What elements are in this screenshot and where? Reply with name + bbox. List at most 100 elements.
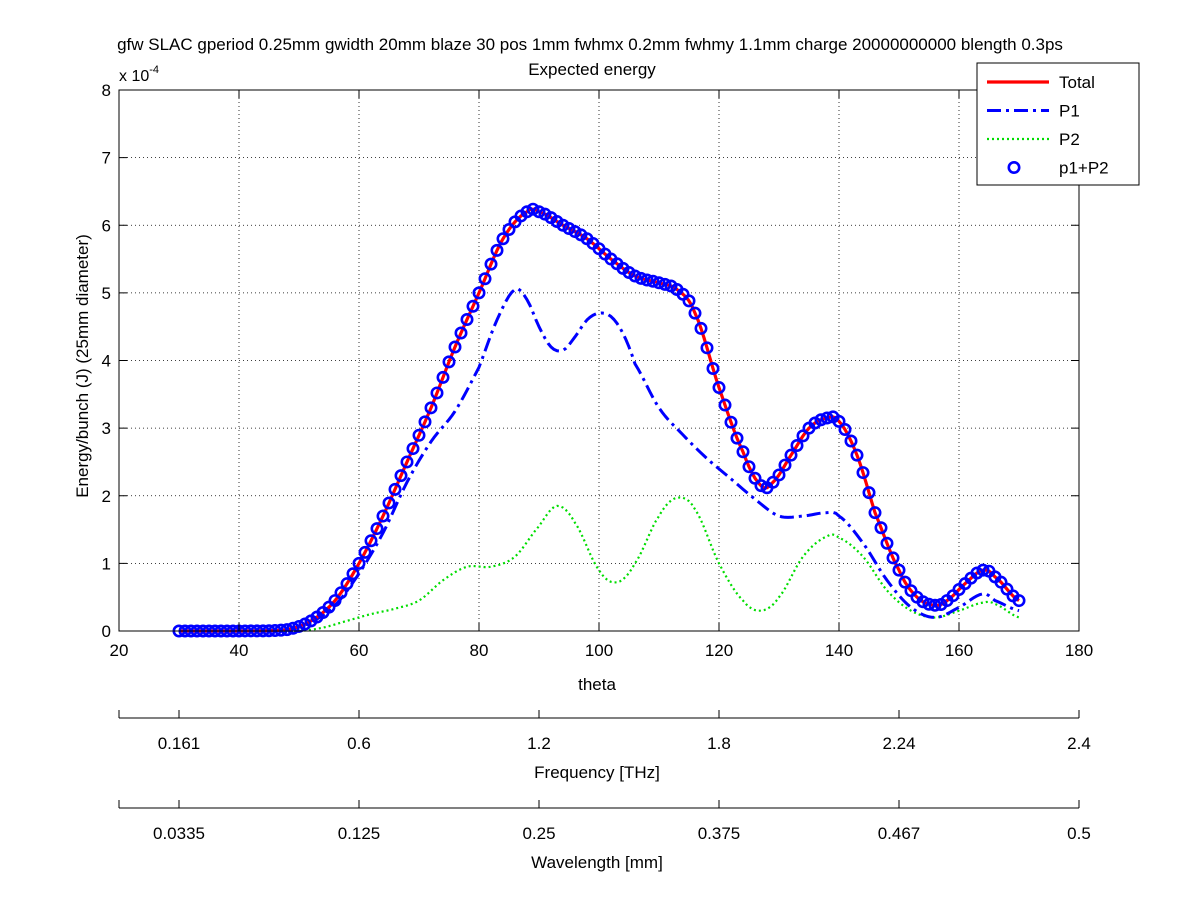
data-marker — [286, 621, 300, 635]
x-tick-label: 180 — [1065, 641, 1093, 660]
data-marker — [388, 482, 402, 496]
data-marker — [280, 623, 294, 637]
secondary-axis-2: 0.0335 0.125 0.25 0.375 0.467 0.5 Wavelength [… — [118, 800, 1091, 872]
data-marker — [778, 458, 792, 472]
series-line — [179, 496, 1020, 633]
data-marker — [1012, 594, 1026, 608]
data-marker — [376, 509, 390, 523]
data-marker — [754, 479, 768, 493]
data-marker — [634, 271, 648, 285]
data-marker — [472, 286, 486, 300]
data-marker — [382, 496, 396, 510]
data-marker — [700, 341, 714, 355]
data-marker — [682, 294, 696, 308]
y-tick-label: 0 — [102, 622, 111, 641]
y-exponent-label: x 10-4 — [119, 64, 159, 85]
x-tick-label: 160 — [945, 641, 973, 660]
data-marker — [688, 306, 702, 320]
data-marker — [880, 536, 894, 550]
series-p1 — [179, 287, 1020, 633]
data-marker — [790, 439, 804, 453]
data-marker — [274, 623, 288, 637]
secondary-axis-tick-label: 0.5 — [1067, 824, 1091, 843]
data-marker — [706, 361, 720, 375]
data-marker — [652, 276, 666, 290]
x-tick-label: 40 — [230, 641, 249, 660]
series-line — [179, 287, 1020, 633]
data-marker — [526, 202, 540, 216]
data-marker — [490, 243, 504, 257]
data-marker — [628, 269, 642, 283]
series-p2 — [179, 496, 1020, 633]
secondary-axis-tick-label: 0.467 — [878, 824, 921, 843]
chart-title: gfw SLAC gperiod 0.25mm gwidth 20mm blaz… — [117, 35, 1063, 54]
data-marker — [718, 398, 732, 412]
data-marker — [532, 205, 546, 219]
secondary-axis-tick-label: 0.0335 — [153, 824, 205, 843]
data-marker — [406, 442, 420, 456]
secondary-axis-tick-label: 0.25 — [522, 824, 555, 843]
data-marker — [736, 445, 750, 459]
data-marker — [448, 340, 462, 354]
secondary-axis-tick-label: 1.2 — [527, 734, 551, 753]
secondary-axis-tick-label: 2.24 — [882, 734, 915, 753]
data-marker — [328, 594, 342, 608]
secondary-axis-tick-label: 0.375 — [698, 824, 741, 843]
data-marker — [364, 534, 378, 548]
grid — [119, 90, 1079, 631]
secondary-axis-label: Frequency [THz] — [534, 763, 660, 782]
data-marker — [868, 506, 882, 520]
data-marker — [862, 486, 876, 500]
data-marker — [520, 205, 534, 219]
legend: Total P1 P2 p1+P2 — [976, 62, 1140, 186]
y-tick-label: 7 — [102, 149, 111, 168]
secondary-axis-label: Wavelength [mm] — [531, 853, 663, 872]
data-marker — [898, 575, 912, 589]
data-marker — [814, 413, 828, 427]
legend-label: P2 — [1059, 130, 1080, 149]
y-tick-label: 6 — [102, 216, 111, 235]
data-marker — [412, 428, 426, 442]
data-marker — [976, 563, 990, 577]
data-marker — [844, 434, 858, 448]
data-marker — [292, 619, 306, 633]
data-marker — [886, 551, 900, 565]
x-tick-label: 20 — [110, 641, 129, 660]
secondary-axis-tick-label: 2.4 — [1067, 734, 1091, 753]
series-layer — [172, 202, 1026, 638]
data-marker — [478, 272, 492, 286]
data-marker — [400, 455, 414, 469]
data-marker — [922, 597, 936, 611]
plot-area: 20 40 60 80 100 120 140 160 180 0 1 2 3 4 5 6 7 8 — [102, 81, 1094, 660]
data-marker — [712, 381, 726, 395]
legend-label: P1 — [1059, 102, 1080, 121]
data-marker — [772, 468, 786, 482]
data-marker — [340, 577, 354, 591]
data-marker — [424, 401, 438, 415]
x-tick-label: 80 — [470, 641, 489, 660]
data-marker — [496, 232, 510, 246]
data-marker — [346, 567, 360, 581]
data-marker — [694, 321, 708, 335]
chart-subtitle: Expected energy — [528, 60, 656, 79]
data-marker — [820, 411, 834, 425]
data-marker — [796, 429, 810, 443]
y-tick-label: 4 — [102, 352, 111, 371]
secondary-axes: 0.161 0.6 1.2 1.8 2.24 2.4 Frequency [THz] 0.03… — [118, 710, 1091, 872]
x-tick-label: 60 — [350, 641, 369, 660]
secondary-axis-tick-label: 0.161 — [158, 734, 201, 753]
data-marker — [418, 415, 432, 429]
data-marker — [334, 586, 348, 600]
data-marker — [460, 312, 474, 326]
data-marker — [832, 414, 846, 428]
data-marker — [430, 386, 444, 400]
data-marker — [646, 274, 660, 288]
data-marker — [358, 545, 372, 559]
data-marker — [370, 522, 384, 536]
y-tick-label: 8 — [102, 81, 111, 100]
data-marker — [658, 277, 672, 291]
data-marker — [484, 257, 498, 271]
data-marker — [856, 466, 870, 480]
x-tick-label: 100 — [585, 641, 613, 660]
